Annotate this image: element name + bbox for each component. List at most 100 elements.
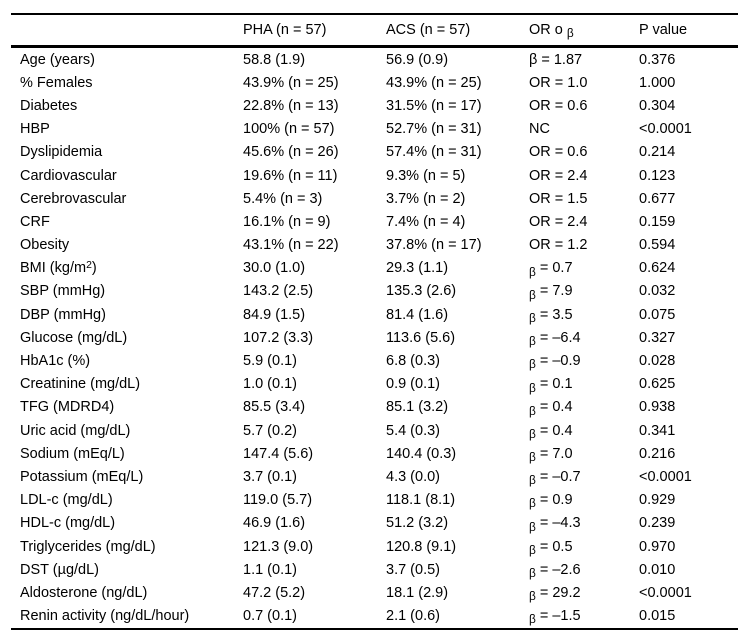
cell-or-beta: β = 0.4 xyxy=(529,419,639,442)
cell-p-value: 0.015 xyxy=(639,608,676,625)
cell-variable: Dyslipidemia xyxy=(20,144,103,161)
text-segment: = –4.3 xyxy=(535,515,581,532)
cell-acs: 140.4 (0.3) xyxy=(386,445,457,462)
cell-or-beta: OR = 2.4 xyxy=(529,167,588,184)
cell-or-beta: β = –0.7 xyxy=(529,465,639,488)
cell-pha: 1.0 (0.1) xyxy=(243,376,297,393)
cell-p-value: 0.032 xyxy=(639,283,676,300)
text-segment: = 7.9 xyxy=(535,283,573,300)
cell-pha: 85.5 (3.4) xyxy=(243,399,306,416)
cell-or-beta: β = 7.0 xyxy=(529,442,639,465)
table-row: DST (µg/dL) 1.1 (0.1) 3.7 (0.5) β = –2.6 0.0… xyxy=(11,558,738,581)
cell-acs: 3.7 (0.5) xyxy=(386,561,440,578)
cell-pha: 19.6% (n = 11) xyxy=(243,167,338,184)
cell-p-value: 0.625 xyxy=(639,376,676,393)
cell-acs: 56.9 (0.9) xyxy=(386,51,449,68)
cell-p-value: 0.376 xyxy=(639,51,676,68)
cell-acs: 18.1 (2.9) xyxy=(386,584,449,601)
text-segment: = 0.7 xyxy=(535,260,573,277)
cell-acs: 85.1 (3.2) xyxy=(386,399,449,416)
column-header-or-beta: OR o β xyxy=(529,14,639,47)
cell-variable: DST (µg/dL) xyxy=(20,561,99,578)
cell-or-beta: β = –6.4 xyxy=(529,326,639,349)
cell-acs: 57.4% (n = 31) xyxy=(386,144,482,161)
cell-or-beta: β = 0.5 xyxy=(529,535,639,558)
cell-or-beta: β = 0.9 xyxy=(529,489,639,512)
text-segment: = 3.5 xyxy=(535,306,573,323)
table-row: Glucose (mg/dL) 107.2 (3.3) 113.6 (5.6) β =… xyxy=(11,326,738,349)
cell-p-value: 1.000 xyxy=(639,74,676,91)
beta-subscript: β xyxy=(529,357,536,372)
cell-variable: Aldosterone (ng/dL) xyxy=(20,584,148,601)
cell-acs: 7.4% (n = 4) xyxy=(386,213,466,230)
cell-p-value: 0.010 xyxy=(639,561,676,578)
text-segment: = –2.6 xyxy=(535,561,581,578)
cell-p-value: 0.624 xyxy=(639,260,676,277)
cell-variable: Uric acid (mg/dL) xyxy=(20,422,131,439)
cell-pha: 5.7 (0.2) xyxy=(243,422,297,439)
cell-acs: 3.7% (n = 2) xyxy=(386,190,466,207)
beta-subscript: β xyxy=(529,473,536,488)
text-segment: BMI (kg/m xyxy=(20,260,87,277)
beta-subscript: β xyxy=(529,450,536,465)
text-segment: = –6.4 xyxy=(535,329,581,346)
cell-or-beta: OR = 0.6 xyxy=(529,144,588,161)
cell-pha: 22.8% (n = 13) xyxy=(243,97,339,114)
cell-acs: 5.4 (0.3) xyxy=(386,422,440,439)
cell-acs: 37.8% (n = 17) xyxy=(386,237,482,254)
cell-pha: 147.4 (5.6) xyxy=(243,445,314,462)
cell-or-beta: OR = 2.4 xyxy=(529,213,588,230)
text-segment: = –1.5 xyxy=(535,608,581,625)
cell-acs: 113.6 (5.6) xyxy=(386,329,456,346)
column-header-acs: ACS (n = 57) xyxy=(386,22,471,38)
cell-variable: Sodium (mEq/L) xyxy=(20,445,125,462)
cell-pha: 3.7 (0.1) xyxy=(243,468,297,485)
cell-variable: BMI (kg/m2) xyxy=(11,257,243,280)
cell-p-value: <0.0001 xyxy=(639,468,692,485)
table-row: Renin activity (ng/dL/hour) 0.7 (0.1) 2.1 … xyxy=(11,605,738,629)
cell-variable: Creatinine (mg/dL) xyxy=(20,376,141,393)
cell-variable: DBP (mmHg) xyxy=(20,306,106,323)
cell-pha: 5.9 (0.1) xyxy=(243,353,297,370)
table-body: Age (years) 58.8 (1.9) 56.9 (0.9) β = 1.87 0… xyxy=(11,47,738,629)
cell-acs: 2.1 (0.6) xyxy=(386,608,440,625)
table-row: Diabetes 22.8% (n = 13) 31.5% (n = 17) OR =… xyxy=(11,94,738,117)
cell-or-beta: β = 0.4 xyxy=(529,396,639,419)
beta-subscript: β xyxy=(529,519,536,534)
text-segment: OR o xyxy=(529,22,567,38)
cell-pha: 143.2 (2.5) xyxy=(243,283,314,300)
text-segment: = 29.2 xyxy=(535,584,581,601)
text-segment: = 7.0 xyxy=(535,445,573,462)
cell-acs: 6.8 (0.3) xyxy=(386,353,440,370)
cell-pha: 0.7 (0.1) xyxy=(243,608,297,625)
cell-pha: 45.6% (n = 26) xyxy=(243,144,339,161)
cell-acs: 81.4 (1.6) xyxy=(386,306,449,323)
table-row: CRF 16.1% (n = 9) 7.4% (n = 4) OR = 2.4 0.15… xyxy=(11,210,738,233)
cell-variable: Glucose (mg/dL) xyxy=(20,329,128,346)
cell-pha: 46.9 (1.6) xyxy=(243,515,306,532)
cell-acs: 118.1 (8.1) xyxy=(386,492,456,509)
table-row: Sodium (mEq/L) 147.4 (5.6) 140.4 (0.3) β = … xyxy=(11,442,738,465)
cell-variable: TFG (MDRD4) xyxy=(20,399,115,416)
cell-acs: 120.8 (9.1) xyxy=(386,538,457,555)
cell-variable: % Females xyxy=(20,74,93,91)
column-header-pha: PHA (n = 57) xyxy=(243,22,327,38)
cell-acs: 9.3% (n = 5) xyxy=(386,167,466,184)
table-row: Triglycerides (mg/dL) 121.3 (9.0) 120.8 (9… xyxy=(11,535,738,558)
cell-or-beta: β = 7.9 xyxy=(529,280,639,303)
cell-p-value: 0.216 xyxy=(639,445,676,462)
cell-pha: 84.9 (1.5) xyxy=(243,306,306,323)
cell-or-beta: β = 3.5 xyxy=(529,303,639,326)
table-row: % Females 43.9% (n = 25) 43.9% (n = 25) OR … xyxy=(11,71,738,94)
cell-or-beta: β = –1.5 xyxy=(529,605,639,629)
superscript: 2 xyxy=(86,260,92,272)
beta-subscript: β xyxy=(529,542,536,557)
cell-p-value: <0.0001 xyxy=(639,121,692,138)
column-header-variable xyxy=(11,14,243,47)
table-row: Potassium (mEq/L) 3.7 (0.1) 4.3 (0.0) β = –… xyxy=(11,465,738,488)
beta-subscript: β xyxy=(566,26,574,41)
cell-variable: Renin activity (ng/dL/hour) xyxy=(20,608,190,625)
table-row: HbA1c (%) 5.9 (0.1) 6.8 (0.3) β = –0.9 0.028 xyxy=(11,349,738,372)
